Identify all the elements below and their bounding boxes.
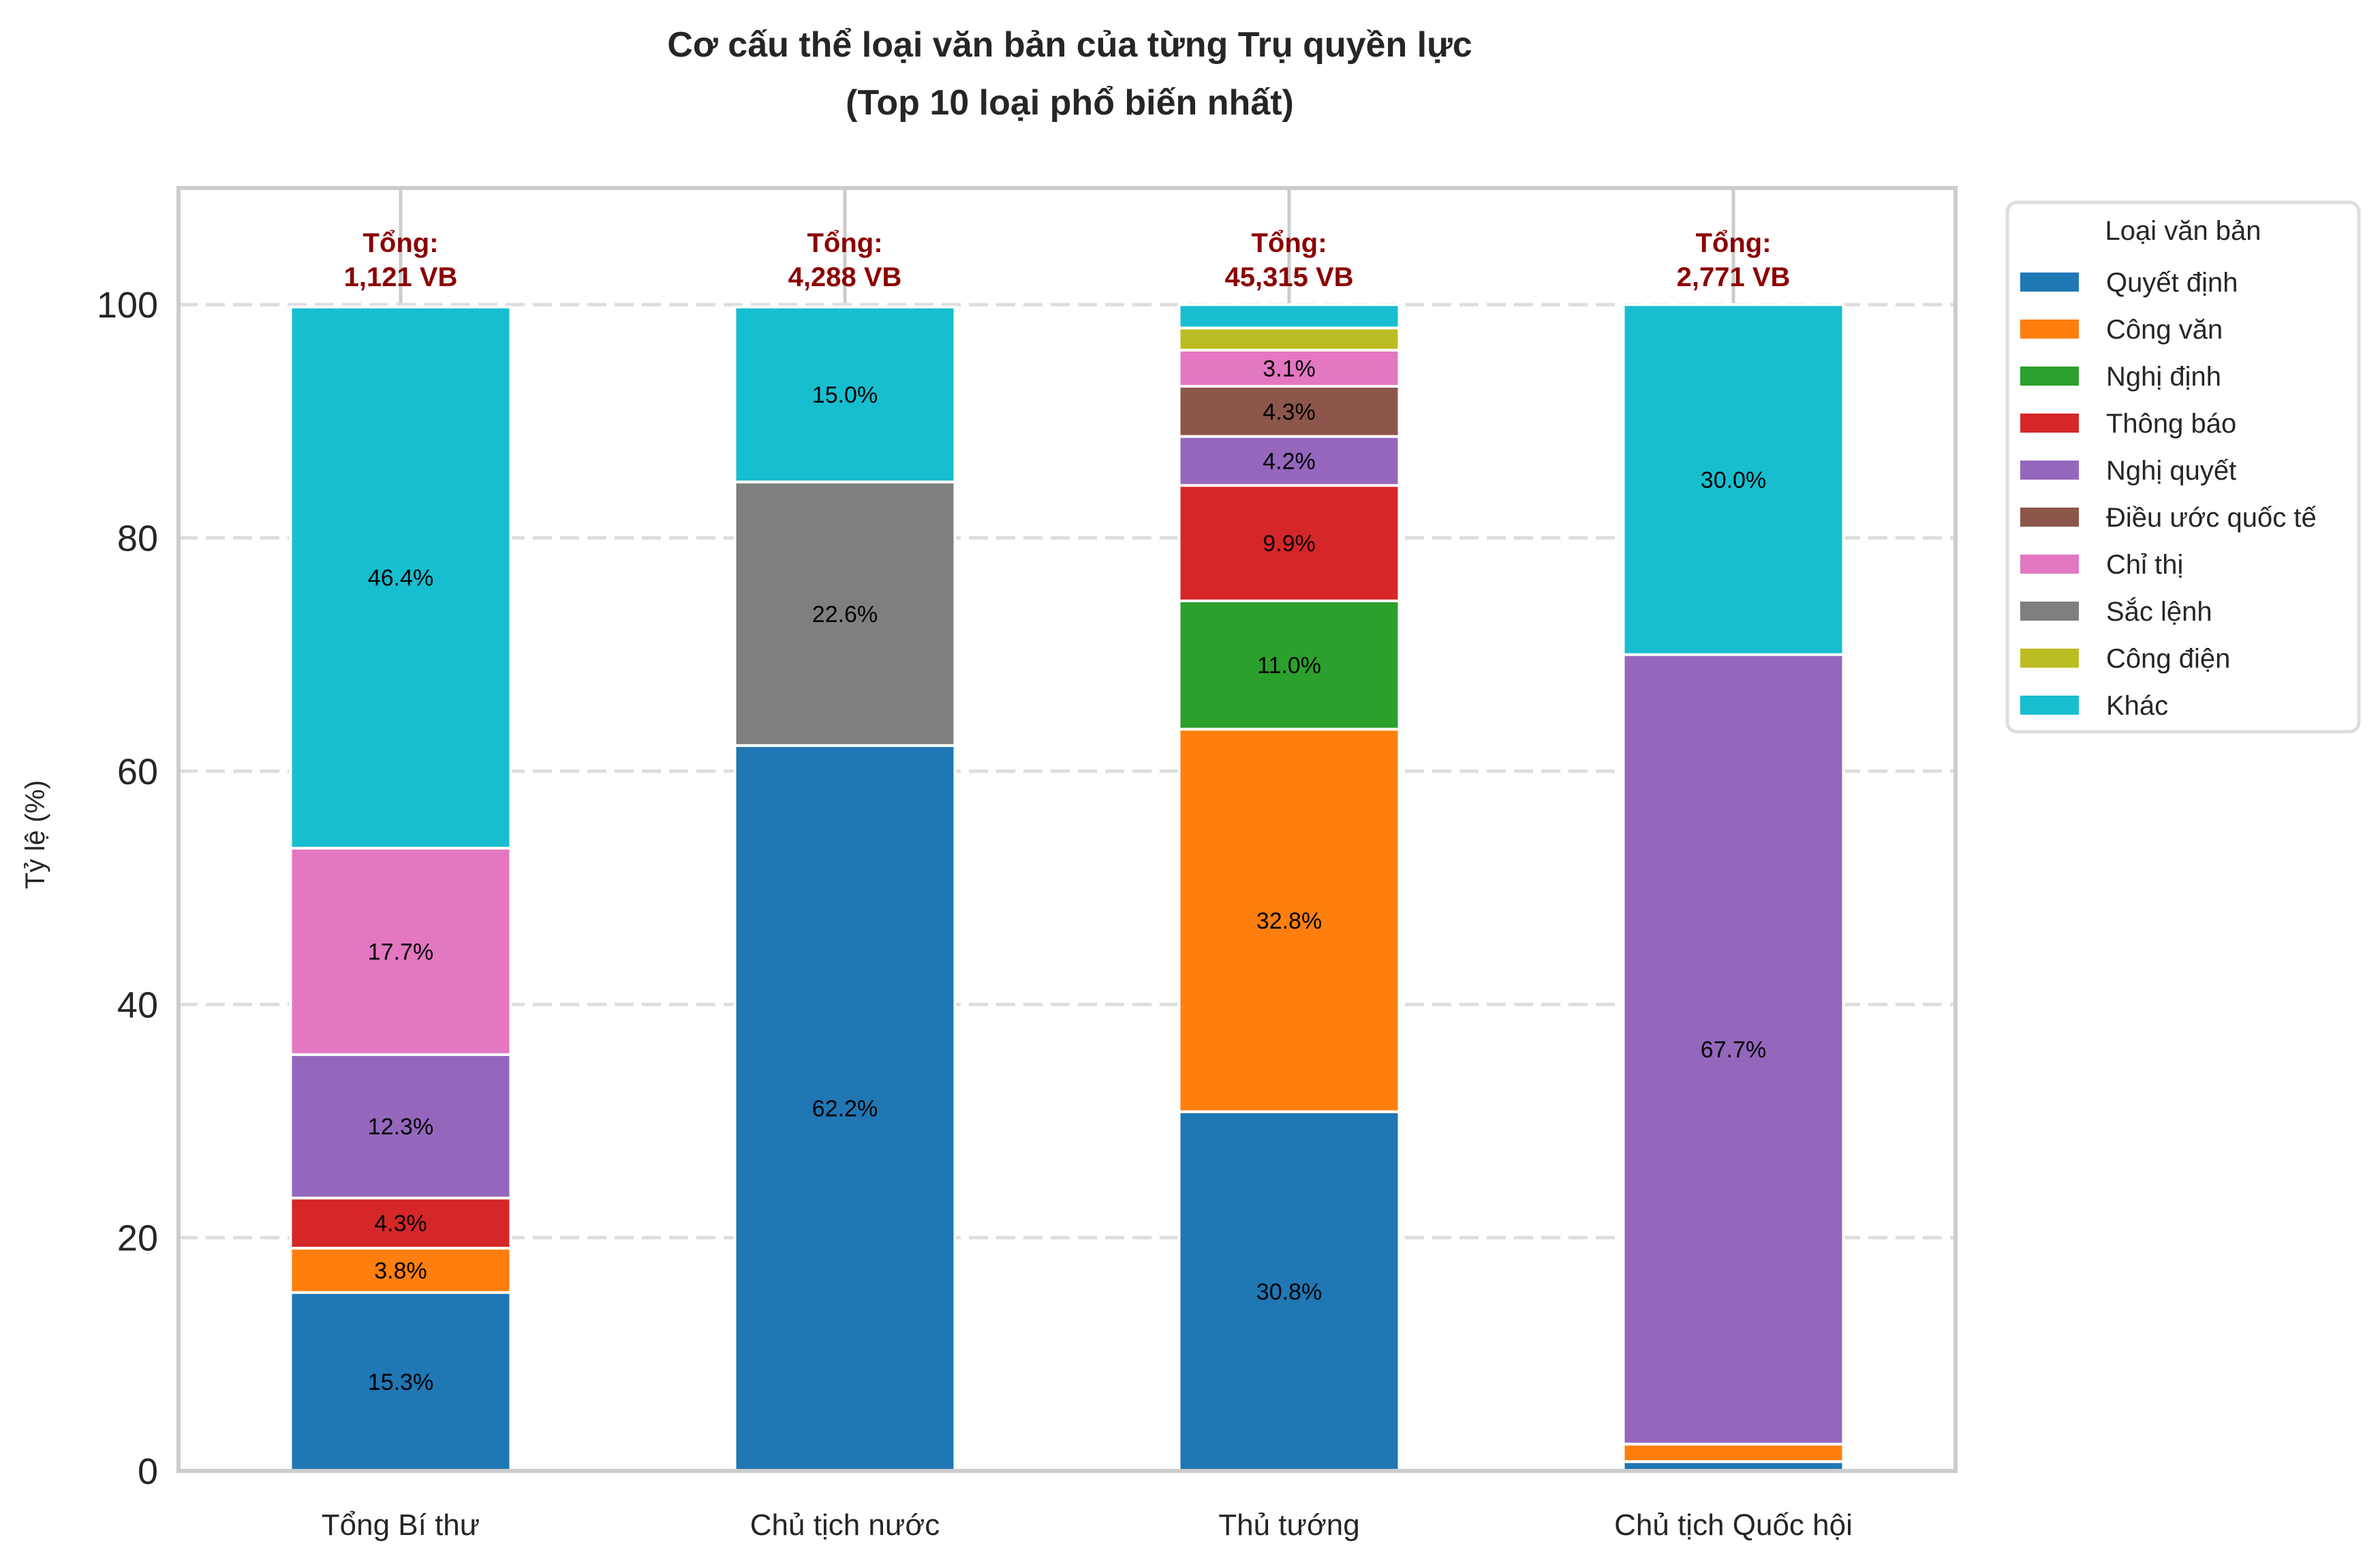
bar-segment xyxy=(1177,303,1401,330)
total-label: 1,121 VB xyxy=(344,262,458,292)
legend-swatch xyxy=(2020,602,2079,621)
bar-segment xyxy=(1177,728,1401,1113)
x-tick-label: Thủ tướng xyxy=(1218,1508,1360,1542)
segment-value-label: 22.6% xyxy=(812,602,878,627)
y-tick-label: 40 xyxy=(117,984,158,1025)
segment-value-label: 4.3% xyxy=(374,1211,427,1237)
legend-swatch xyxy=(2020,696,2079,715)
segment-value-label: 17.7% xyxy=(368,939,433,965)
x-tick-label: Chủ tịch Quốc hội xyxy=(1614,1508,1853,1542)
total-label: Tổng: xyxy=(807,228,882,258)
legend-swatch xyxy=(2020,273,2079,292)
legend-swatch xyxy=(2020,320,2079,339)
legend: Loại văn bản Quyết định Công văn Nghị định T… xyxy=(2005,200,2361,734)
bar-segment xyxy=(289,305,512,850)
y-tick-label: 20 xyxy=(117,1218,158,1259)
legend-entry-label: Công văn xyxy=(2106,315,2223,345)
bar-segment xyxy=(289,846,512,1056)
segment-value-label: 9.9% xyxy=(1263,531,1316,557)
bar-stack: 67.7% 30.0% xyxy=(1622,303,1845,1472)
bar-segment xyxy=(1177,435,1401,487)
legend-entry-label: Nghị quyết xyxy=(2106,456,2236,486)
chart-subtitle: (Top 10 loại phổ biến nhất) xyxy=(846,83,1294,123)
bar-segment xyxy=(1622,303,1845,656)
bar-segment xyxy=(1622,1442,1845,1463)
legend-box xyxy=(2005,200,2361,734)
legend-swatch xyxy=(2020,508,2079,527)
bar-segment xyxy=(1177,599,1401,731)
segment-value-label: 30.0% xyxy=(1701,467,1766,493)
segment-value-label: 11.0% xyxy=(1257,653,1321,679)
total-label: 2,771 VB xyxy=(1677,262,1791,292)
chart-title: Cơ cấu thể loại văn bản của từng Trụ quy… xyxy=(667,25,1472,65)
legend-entry-label: Chỉ thị xyxy=(2106,550,2183,580)
bar-segment xyxy=(1177,385,1401,438)
bar-segment xyxy=(733,480,957,747)
y-tick-label: 100 xyxy=(97,285,158,326)
bar-segment xyxy=(289,1247,512,1294)
legend-entry-label: Công điện xyxy=(2106,644,2230,674)
bar-segment xyxy=(1177,326,1401,352)
total-label: 45,315 VB xyxy=(1224,262,1353,292)
y-tick-label: 80 xyxy=(117,518,158,559)
bar-stack: 15.3% 3.8% 4.3% 12.3% 17.7% 46.4% xyxy=(289,305,512,1472)
segment-value-label: 4.3% xyxy=(1263,399,1316,425)
y-tick-label: 60 xyxy=(117,751,158,792)
total-label: Tổng: xyxy=(1695,228,1771,258)
legend-swatch xyxy=(2020,461,2079,480)
total-label: Tổng: xyxy=(362,228,438,258)
total-label: Tổng: xyxy=(1251,228,1327,258)
segment-value-label: 30.8% xyxy=(1256,1279,1322,1305)
bar-segment xyxy=(733,744,957,1472)
segment-value-label: 62.2% xyxy=(812,1096,878,1122)
legend-swatch xyxy=(2020,649,2079,668)
legend-entry-label: Thông báo xyxy=(2106,409,2236,439)
legend-title: Loại văn bản xyxy=(2105,216,2261,246)
bar-stack: 30.8% 32.8% 11.0% 9.9% 4.2% 4.3% 3.1% xyxy=(1177,303,1401,1472)
legend-swatch xyxy=(2020,367,2079,386)
legend-entry-label: Quyết định xyxy=(2106,268,2238,298)
total-label: 4,288 VB xyxy=(788,262,902,292)
segment-value-label: 15.0% xyxy=(812,382,878,408)
bar-segment xyxy=(1177,484,1401,602)
legend-entry-label: Sắc lệnh xyxy=(2106,596,2212,627)
bar-segment xyxy=(289,1053,512,1200)
segment-value-label: 3.1% xyxy=(1263,356,1316,382)
bar-segment xyxy=(733,305,957,484)
legend-swatch xyxy=(2020,555,2079,574)
legend-entry-label: Khác xyxy=(2106,691,2168,721)
segment-value-label: 67.7% xyxy=(1701,1037,1766,1063)
x-tick-label: Chủ tịch nước xyxy=(750,1508,940,1542)
y-tick-label: 0 xyxy=(138,1451,158,1492)
x-tick-label: Tổng Bí thư xyxy=(322,1508,480,1542)
legend-entry-label: Nghị định xyxy=(2106,362,2221,392)
segment-value-label: 4.2% xyxy=(1263,449,1316,475)
legend-swatch xyxy=(2020,414,2079,433)
segment-value-label: 12.3% xyxy=(368,1114,433,1140)
bar-segment xyxy=(1177,348,1401,388)
segment-value-label: 15.3% xyxy=(368,1369,433,1395)
segment-value-label: 46.4% xyxy=(368,565,433,591)
plot-frame xyxy=(176,186,1958,1473)
segment-value-label: 32.8% xyxy=(1256,908,1322,934)
segment-value-label: 3.8% xyxy=(374,1258,427,1284)
bar-stack: 62.2% 22.6% 15.0% xyxy=(733,305,957,1472)
bar-segment xyxy=(289,1196,512,1250)
y-axis-label: Tỷ lệ (%) xyxy=(20,780,50,889)
legend-entry-label: Điều ước quốc tế xyxy=(2106,503,2317,533)
